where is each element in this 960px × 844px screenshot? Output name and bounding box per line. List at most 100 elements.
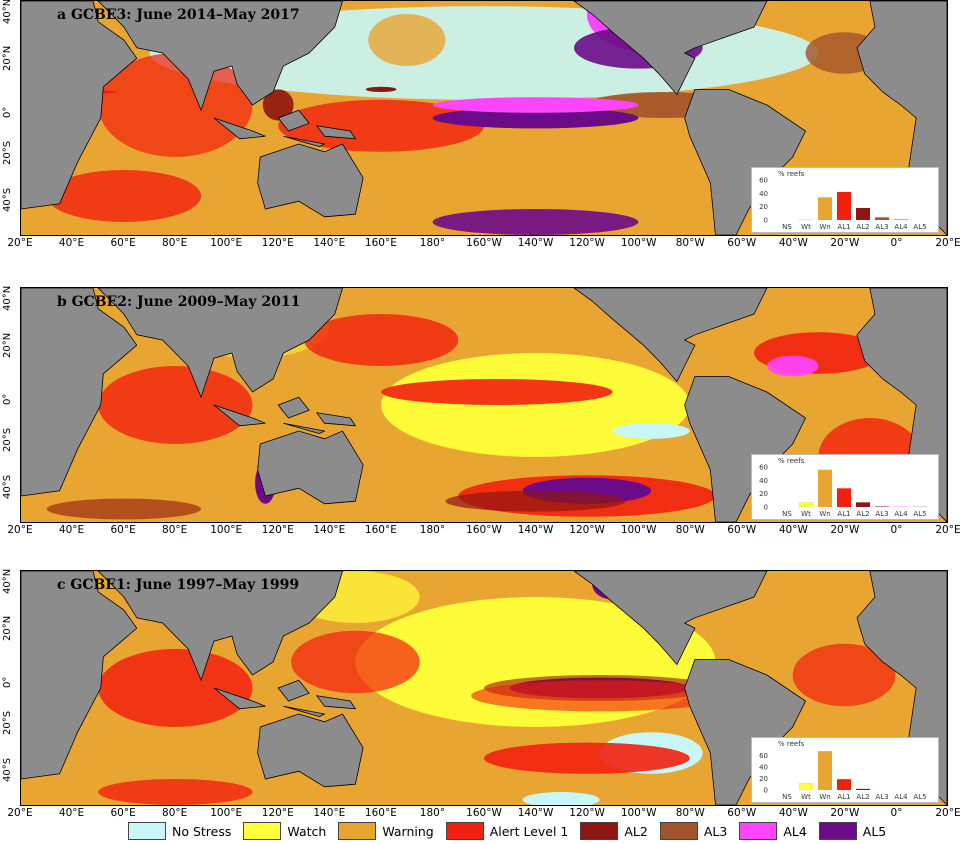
x-tick-label: AL3 (875, 223, 888, 231)
lon-label: 60°W (727, 237, 757, 249)
panel-title: a GCBE3: June 2014–May 2017 (57, 7, 300, 23)
x-tick-label: Wt (801, 223, 811, 231)
y-tick-label: 20 (759, 775, 768, 783)
lon-label: 20°E (7, 237, 33, 249)
lon-label: 20°E (935, 807, 960, 819)
lon-label: 40°W (778, 237, 808, 249)
y-tick-label: 40 (759, 477, 768, 485)
bar-AL2 (856, 502, 870, 507)
lat-label: 40°S (2, 187, 13, 212)
lon-label: 40°W (778, 807, 808, 819)
legend-label: Watch (287, 823, 327, 839)
x-tick-label: AL2 (856, 510, 869, 518)
legend: No Stress Watch Warning Alert Level 1 AL2 AL3… (128, 822, 898, 840)
lon-label: 120°W (569, 524, 605, 536)
bar-AL3 (875, 506, 889, 507)
heat-stress-map (21, 1, 947, 235)
stress-region (766, 355, 819, 377)
legend-item: AL2 (580, 822, 648, 840)
bar-AL2 (856, 788, 870, 790)
stress-region (98, 53, 253, 157)
bar-AL3 (875, 217, 889, 220)
lon-label: 80°E (162, 807, 188, 819)
stress-region (291, 630, 420, 694)
stress-region (98, 779, 253, 805)
lon-label: 160°E (364, 237, 397, 249)
bar-AL1 (837, 192, 851, 220)
y-tick-label: 20 (759, 203, 768, 211)
legend-swatch (243, 822, 282, 840)
x-tick-label: AL5 (913, 793, 926, 801)
bar-AL1 (837, 779, 851, 790)
y-tick-label: 0 (764, 787, 768, 795)
stress-region (432, 97, 639, 113)
lon-label: 80°E (162, 524, 188, 536)
lat-label: 20°N (2, 332, 13, 358)
legend-swatch (338, 822, 377, 840)
lat-label: 40°N (2, 0, 13, 24)
legend-swatch (739, 822, 778, 840)
lon-label: 120°E (261, 807, 294, 819)
stress-region (381, 353, 690, 457)
y-tick-label: 60 (759, 464, 768, 472)
stress-region (432, 107, 639, 129)
lon-label: 100°E (210, 237, 243, 249)
percent-reefs-bar-chart: % reefs 0 20 40 60 NS Wt Wn AL1 AL2 AL3 AL4 AL5 (751, 167, 939, 233)
stress-region (612, 423, 690, 439)
map-panel-a: a GCBE3: June 2014–May 2017 % reefs 0 20 40… (20, 0, 948, 236)
lon-label: 40°E (58, 237, 85, 249)
lon-label: 20°E (7, 807, 33, 819)
legend-label: Alert Level 1 (489, 823, 569, 839)
lat-label: 20°S (2, 710, 13, 735)
lat-label: 20°S (2, 140, 13, 165)
stress-region (471, 680, 729, 712)
x-tick-label: AL2 (856, 223, 869, 231)
stress-region (98, 366, 253, 444)
x-tick-label: AL3 (875, 510, 888, 518)
lat-label: 40°S (2, 757, 13, 782)
map-panel-c: c GCBE1: June 1997–May 1999 % reefs 0 20 40… (20, 570, 948, 806)
lon-label: 160°E (364, 524, 397, 536)
legend-swatch (580, 822, 619, 840)
lon-label: 20°W (830, 807, 860, 819)
bar-Wt (798, 502, 814, 508)
lon-label: 100°W (620, 807, 657, 819)
stress-region (484, 742, 690, 774)
legend-label: AL5 (862, 823, 887, 839)
stress-region (365, 86, 397, 92)
lon-label: 140°E (313, 237, 346, 249)
legend-label: AL3 (703, 823, 728, 839)
y-tick-label: 20 (759, 490, 768, 498)
stress-region (368, 14, 446, 66)
lat-label: 0° (2, 676, 13, 688)
lon-label: 120°E (261, 237, 294, 249)
lon-label: 180° (419, 524, 446, 536)
lat-label: 20°N (2, 615, 13, 641)
bar-Wn (818, 751, 832, 790)
lon-label: 80°W (675, 807, 705, 819)
bar-AL2 (856, 208, 870, 220)
bar-AL4 (894, 219, 908, 220)
stress-region (522, 792, 600, 805)
lon-label: 120°W (569, 237, 605, 249)
lon-label: 160°E (364, 807, 397, 819)
y-axis-label: % reefs (778, 740, 805, 748)
stress-region (303, 314, 459, 366)
x-tick-label: AL1 (837, 510, 850, 518)
y-tick-label: 0 (764, 504, 768, 512)
lon-label: 0° (890, 807, 903, 819)
lat-label: 40°N (2, 285, 13, 311)
legend-label: AL2 (624, 823, 648, 839)
lon-label: 160°W (466, 524, 502, 536)
percent-reefs-bar-chart: % reefs 0 20 40 60 NS Wt Wn AL1 AL2 AL3 AL4 AL5 (751, 737, 939, 803)
stress-region (98, 649, 253, 727)
lon-label: 100°W (620, 524, 657, 536)
legend-item: No Stress (128, 822, 231, 840)
bar-AL1 (837, 488, 851, 507)
lon-label: 120°W (569, 807, 605, 819)
lat-label: 20°N (2, 45, 13, 71)
y-tick-label: 40 (759, 190, 768, 198)
x-tick-label: AL1 (837, 793, 850, 801)
legend-swatch (128, 822, 166, 840)
legend-item: Warning (338, 822, 434, 840)
